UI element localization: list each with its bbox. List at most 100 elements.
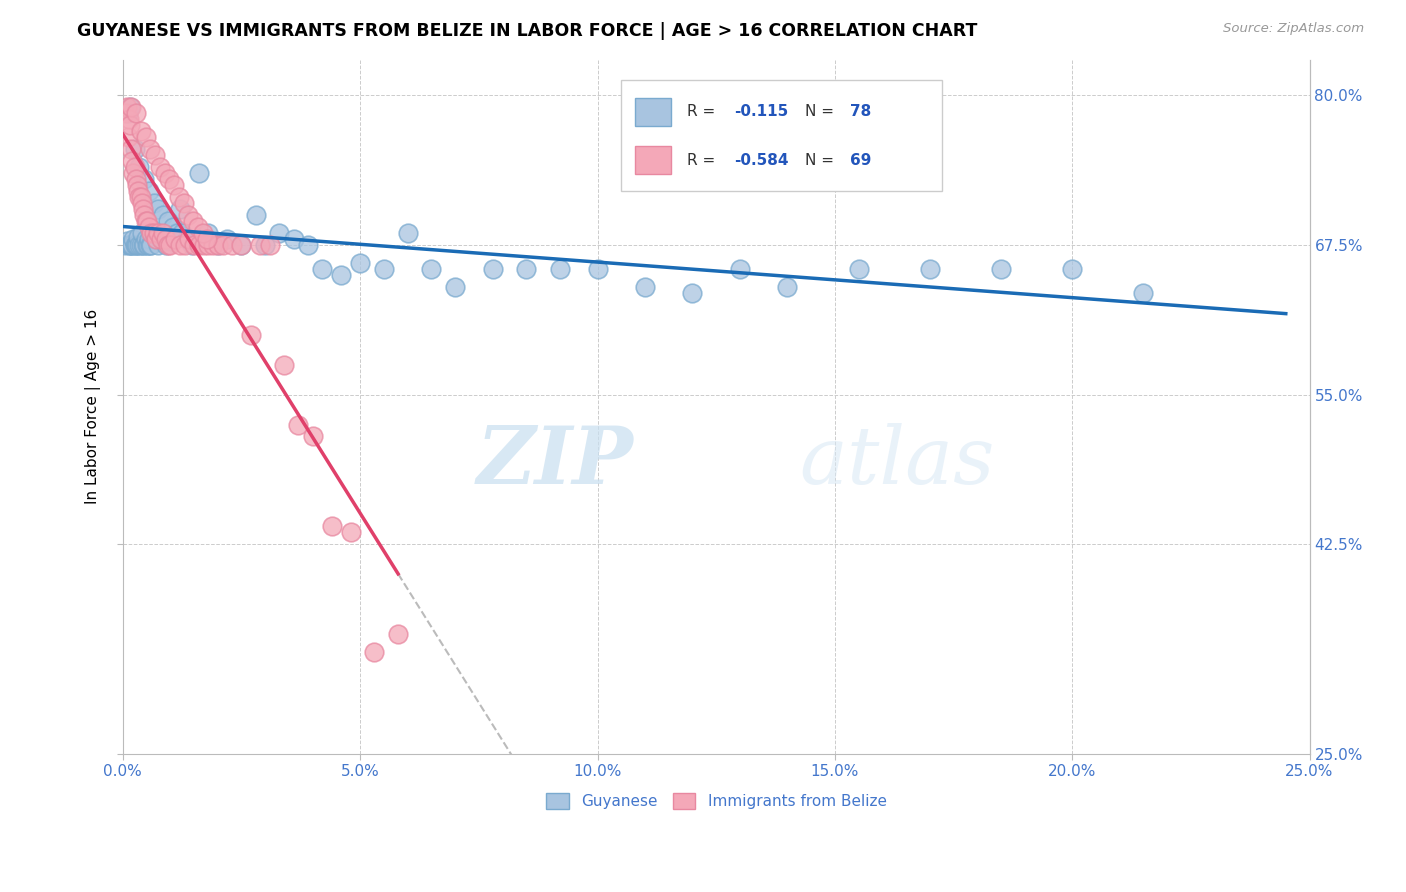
Point (157, 172, 180, 186)
Point (117, 106, 139, 120)
Point (1062, 262, 1084, 277)
Point (128, 190, 150, 204)
Point (118, 119, 141, 133)
Point (273, 358, 295, 372)
Point (124, 161, 146, 175)
Point (141, 238, 163, 252)
Point (139, 142, 162, 156)
Point (152, 208, 174, 222)
Text: ZIP: ZIP (477, 424, 633, 500)
Point (179, 232, 201, 246)
Point (138, 220, 160, 235)
Point (173, 238, 195, 252)
Point (152, 232, 174, 246)
Point (124, 238, 146, 252)
Point (159, 238, 181, 252)
Point (118, 238, 141, 252)
Point (193, 238, 215, 252)
Text: Source: ZipAtlas.com: Source: ZipAtlas.com (1223, 22, 1364, 36)
Text: N =: N = (806, 153, 839, 168)
Point (128, 238, 150, 252)
Point (114, 238, 136, 252)
Point (149, 161, 172, 175)
Point (120, 100, 142, 114)
Point (207, 238, 229, 252)
Point (153, 166, 176, 180)
Point (141, 226, 163, 240)
Point (135, 214, 157, 228)
Point (420, 262, 443, 277)
Text: -0.115: -0.115 (734, 104, 789, 120)
Point (179, 232, 201, 246)
Point (515, 262, 537, 277)
Point (776, 280, 799, 294)
Text: -0.584: -0.584 (734, 153, 789, 168)
Point (183, 238, 205, 252)
Point (167, 190, 190, 204)
Text: R =: R = (686, 153, 720, 168)
FancyBboxPatch shape (636, 146, 671, 174)
Point (125, 172, 148, 186)
Point (145, 232, 167, 246)
Point (156, 214, 179, 228)
Point (166, 226, 188, 240)
Point (118, 100, 141, 114)
Point (211, 238, 233, 252)
Point (162, 220, 184, 235)
Point (125, 106, 148, 120)
Point (231, 238, 253, 252)
Point (148, 226, 170, 240)
Point (156, 232, 179, 246)
Point (121, 238, 143, 252)
Point (143, 148, 166, 162)
FancyBboxPatch shape (621, 80, 942, 192)
Point (117, 238, 139, 252)
Text: atlas: atlas (799, 424, 994, 500)
Point (249, 238, 271, 252)
Point (221, 238, 243, 252)
Point (321, 519, 343, 533)
Point (125, 238, 148, 252)
Point (177, 208, 200, 222)
Point (129, 238, 152, 252)
Point (681, 285, 703, 300)
Point (330, 268, 353, 282)
Point (187, 166, 209, 180)
Point (131, 196, 153, 211)
Point (156, 238, 179, 252)
Point (482, 262, 505, 277)
Point (197, 226, 219, 240)
Point (169, 238, 191, 252)
Point (191, 226, 214, 240)
Point (373, 262, 395, 277)
Point (128, 161, 150, 175)
Point (231, 238, 253, 252)
Point (135, 238, 157, 252)
Point (269, 226, 291, 240)
Point (176, 232, 198, 246)
Point (586, 262, 609, 277)
Text: R =: R = (686, 104, 720, 120)
Legend: Guyanese, Immigrants from Belize: Guyanese, Immigrants from Belize (540, 787, 893, 815)
Point (148, 238, 170, 252)
Point (163, 226, 186, 240)
Point (132, 202, 155, 216)
Point (444, 280, 467, 294)
Point (138, 232, 160, 246)
Point (634, 280, 657, 294)
Point (122, 166, 145, 180)
Point (363, 645, 385, 659)
Point (301, 429, 323, 443)
Point (131, 226, 153, 240)
Point (283, 232, 305, 246)
Point (122, 232, 145, 246)
Point (139, 238, 162, 252)
Point (121, 154, 143, 169)
Point (132, 238, 155, 252)
Point (187, 220, 209, 235)
Point (149, 232, 172, 246)
Point (115, 235, 138, 249)
Point (197, 238, 219, 252)
Point (240, 327, 263, 342)
Point (134, 172, 156, 186)
